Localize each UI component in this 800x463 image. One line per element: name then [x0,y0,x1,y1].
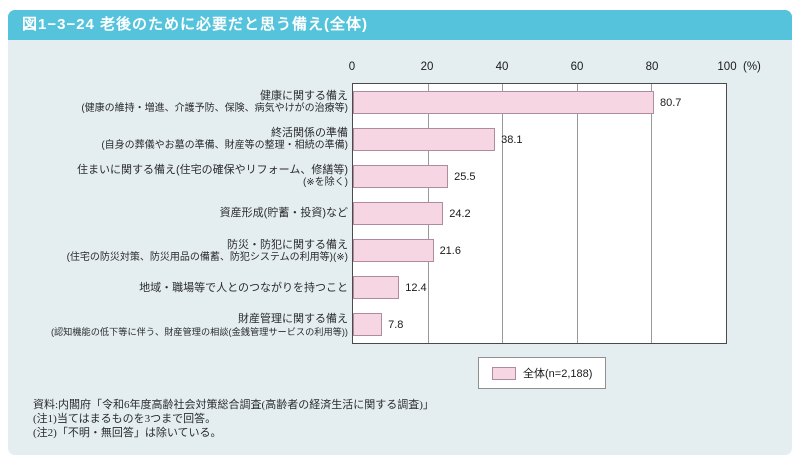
bar-value-label: 24.2 [449,207,471,220]
x-tick-label: 20 [420,61,434,73]
bar-row: 24.2 [353,195,726,232]
x-tick-label: 0 [348,61,356,73]
bar-asset-building [353,202,444,225]
footnotes: 資料:内閣府「令和6年度高齢社会対策総合調査(高齢者の経済生活に関する調査)」 … [33,398,434,440]
category-label-group: 住まいに関する備え(住宅の確保やリフォーム、修繕等) (※を除く) [10,158,348,195]
bar-value-label: 7.8 [388,318,404,331]
legend-label: 全体(n=2,188) [523,368,593,380]
category-label: 健康に関する備え [260,89,348,102]
footnote-note1: (注1)当てはまるものを3つまで回答。 [33,413,217,425]
x-tick-label: 80 [645,61,659,73]
bar-row: 25.5 [353,158,726,195]
legend-swatch [492,366,516,380]
footnote-note2: (注2)「不明・無回答」は除いている。 [33,427,222,439]
category-label: 財産管理に関する備え [238,313,348,326]
category-note: (認知機能の低下等に伴う、財産管理の相談(金銭管理サービスの利用等)) [50,327,348,338]
category-label-group: 資産形成(貯蓄・投資)など [10,195,348,232]
figure-title-bar: 図1−3−24 老後のために必要だと思う備え(全体) [8,10,792,40]
percent-unit-label: (%) [743,61,761,73]
category-note: (住宅の防災対策、防災用品の備蓄、防犯システムの利用等)(※) [66,251,348,263]
bar-row: 80.7 [353,84,726,121]
bar-end-of-life [353,128,496,151]
bar-value-label: 21.6 [439,244,461,257]
category-label-group: 財産管理に関する備え (認知機能の低下等に伴う、財産管理の相談(金銭管理サービス… [10,307,348,344]
category-label-group: 健康に関する備え (健康の維持・増進、介護予防、保険、病気やけがの治療等) [10,83,348,120]
category-label-group: 防災・防犯に関する備え (住宅の防災対策、防災用品の備蓄、防犯システムの利用等)… [10,232,348,269]
bar-value-label: 25.5 [454,170,476,183]
plot-area: 80.7 38.1 25.5 24.2 21.6 12.4 7.8 [352,83,727,344]
category-label: 終活関係の準備 [271,126,348,139]
bar-row: 7.8 [353,306,726,343]
category-label: 資産形成(貯蓄・投資)など [219,207,348,220]
x-tick-label: 60 [570,61,584,73]
bar-row: 12.4 [353,269,726,306]
figure-title: 図1−3−24 老後のために必要だと思う備え(全体) [22,16,369,33]
category-label: 防災・防犯に関する備え [227,238,348,251]
bar-housing [353,165,449,188]
gridline-40 [502,84,504,343]
footnote-source: 資料:内閣府「令和6年度高齢社会対策総合調査(高齢者の経済生活に関する調査)」 [33,399,434,411]
category-label: 地域・職場等で人とのつながりを持つこと [139,282,348,295]
bar-disaster-crime [353,239,434,262]
gridline-80 [651,84,653,343]
bar-community-ties [353,276,400,299]
category-note: (自身の葬儀やお墓の準備、財産等の整理・相続の準備) [101,139,348,151]
bar-health [353,91,654,114]
bar-value-label: 80.7 [660,96,682,109]
bar-row: 21.6 [353,232,726,269]
bar-value-label: 38.1 [501,133,523,146]
legend: 全体(n=2,188) [478,357,607,389]
category-labels: 健康に関する備え (健康の維持・増進、介護予防、保険、病気やけがの治療等) 終活… [10,83,348,344]
bar-property-management [353,313,383,336]
x-tick-label: 40 [495,61,509,73]
gridline-60 [576,84,578,343]
category-note: (健康の維持・増進、介護予防、保険、病気やけがの治療等) [81,102,348,114]
category-label-group: 地域・職場等で人とのつながりを持つこと [10,269,348,306]
category-label-group: 終活関係の準備 (自身の葬儀やお墓の準備、財産等の整理・相続の準備) [10,120,348,157]
category-label: 住まいに関する備え(住宅の確保やリフォーム、修繕等) [77,164,348,177]
x-tick-label: 100 [717,61,737,73]
bar-row: 38.1 [353,121,726,158]
bar-value-label: 12.4 [405,281,427,294]
category-note: (※を除く) [302,177,348,189]
